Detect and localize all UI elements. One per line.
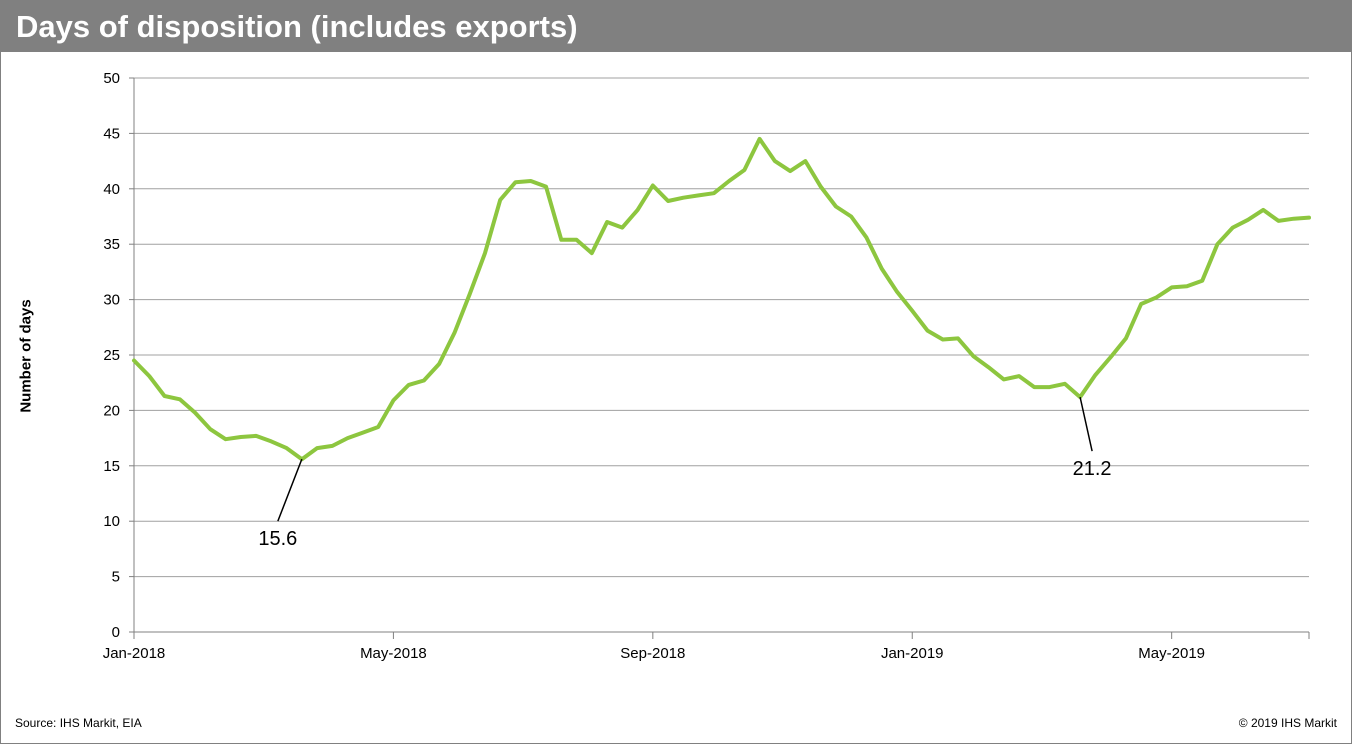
source-note: Source: IHS Markit, EIA [15,716,142,730]
annotation-label: 21.2 [1073,458,1112,480]
tick-labels: 0 5 10 15 20 25 30 35 40 45 50 Jan-2018 May-2018 Sep-… [103,70,1205,662]
y-tick-label: 35 [103,236,120,253]
y-tick-label: 5 [112,569,120,586]
annotation-label: 15.6 [258,528,297,550]
annotation-leader [277,458,303,522]
x-tick-label: May-2018 [360,645,427,662]
x-tick-label: Jan-2018 [103,645,166,662]
y-tick-label: 25 [103,347,120,364]
annotation-leader [1079,396,1093,452]
y-tick-label: 15 [103,458,120,475]
y-tick-label: 45 [103,125,120,142]
x-tick-label: Jan-2019 [881,645,944,662]
copyright-note: © 2019 IHS Markit [1238,716,1337,730]
annotations: 15.6 21.2 [258,396,1112,550]
series-layer [132,136,1311,462]
y-tick-label: 20 [103,402,120,419]
series-line [132,136,1311,462]
axes [129,77,1310,639]
y-tick-label: 10 [103,513,120,530]
title-bar: Days of disposition (includes exports) [1,1,1351,52]
y-tick-label: 50 [103,70,120,87]
y-tick-label: 30 [103,292,120,309]
chart-title: Days of disposition (includes exports) [16,9,578,44]
x-tick-label: Sep-2018 [620,645,685,662]
y-tick-label: 0 [112,624,120,641]
y-tick-label: 40 [103,181,120,198]
x-tick-label: May-2019 [1138,645,1205,662]
